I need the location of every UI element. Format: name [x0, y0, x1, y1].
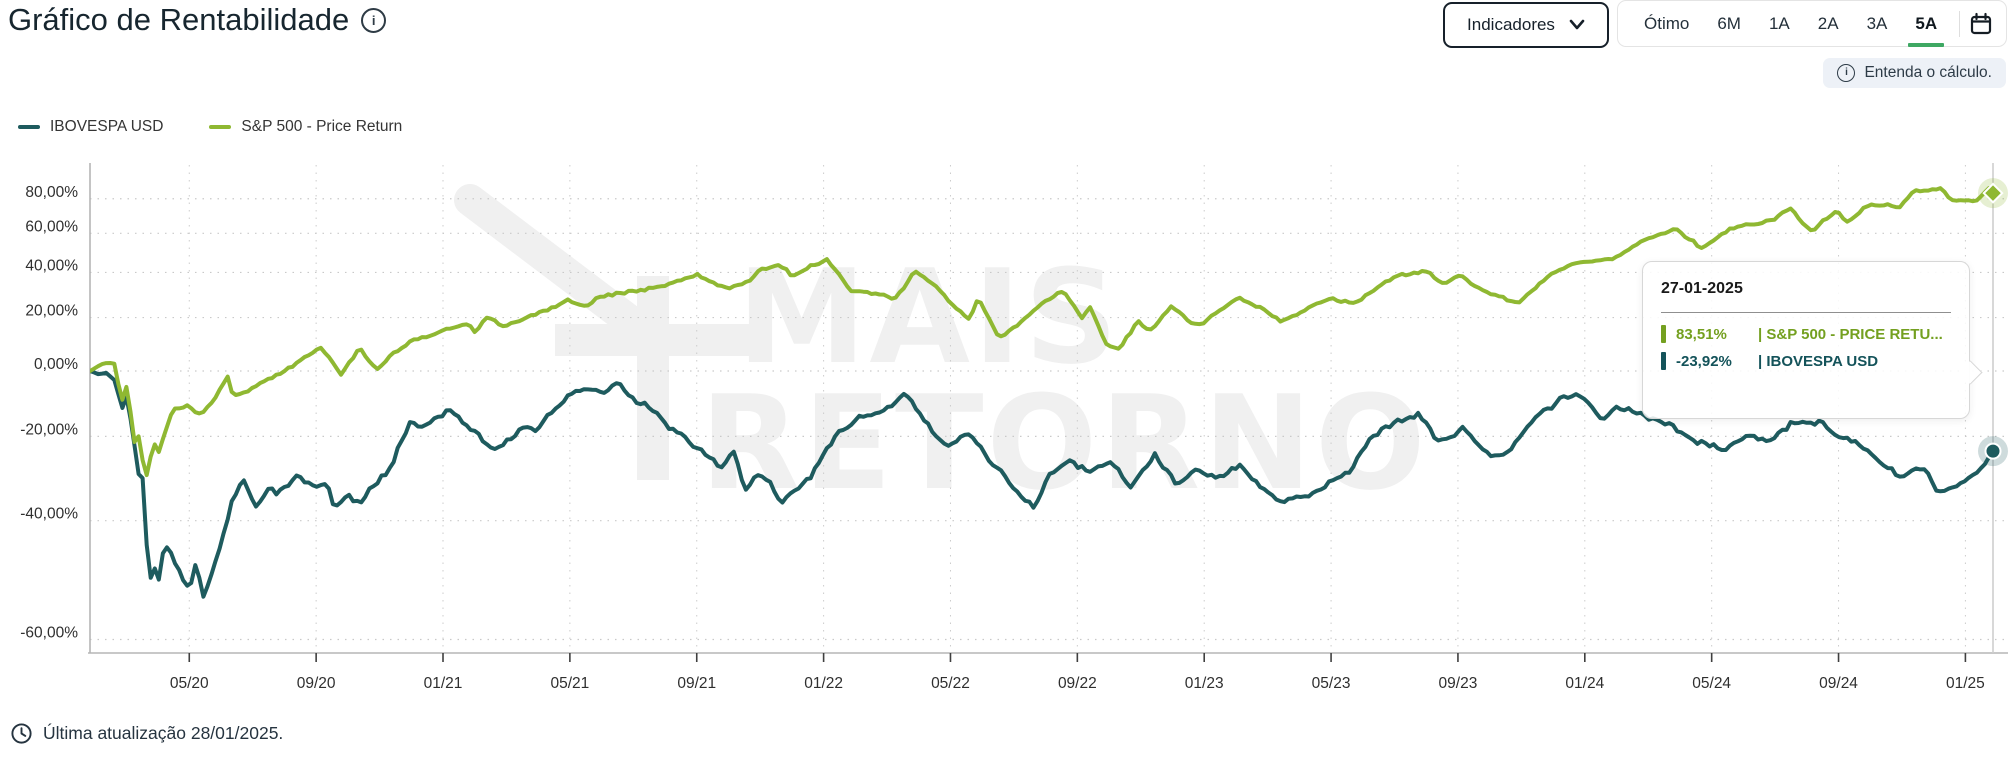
legend-item[interactable]: S&P 500 - Price Return [209, 118, 402, 136]
page-title: Gráfico de Rentabilidade i [8, 2, 387, 38]
chevron-down-icon [1569, 19, 1585, 30]
tooltip-series-name: | IBOVESPA USD [1758, 352, 1879, 370]
tooltip-divider [1661, 312, 1951, 313]
clock-icon [11, 723, 32, 744]
legend-item[interactable]: IBOVESPA USD [18, 118, 163, 136]
legend-swatch [209, 125, 232, 129]
last-update-note: Última atualização 28/01/2025. [10, 722, 283, 745]
legend-label: IBOVESPA USD [50, 118, 164, 135]
x-axis-label: 01/25 [1946, 675, 1985, 692]
series-end-marker [1978, 436, 2008, 467]
x-axis-label: 09/21 [677, 675, 716, 692]
legend-swatch [18, 125, 40, 129]
tooltip-series-value: -23,92% [1676, 352, 1732, 370]
y-axis-label: -60,00% [20, 624, 78, 641]
tooltip-series-swatch [1661, 325, 1666, 343]
range-option-6m[interactable]: 6M [1717, 13, 1741, 33]
range-divider [1959, 10, 1961, 37]
x-axis-label: 05/22 [931, 675, 970, 692]
calendar-icon [1971, 12, 1992, 34]
x-axis-label: 05/21 [550, 675, 589, 692]
x-axis-label: 09/23 [1439, 675, 1478, 692]
y-axis-label: -20,00% [20, 421, 78, 438]
series-line-s-p-500-price-return [90, 186, 1995, 478]
info-icon: i [1837, 64, 1856, 82]
range-selector: Ótimo 6M 1A 2A 3A 5A [1617, 0, 2007, 47]
x-axis-label: 05/24 [1692, 675, 1731, 692]
range-option-2a[interactable]: 2A [1817, 13, 1839, 33]
chart-area[interactable]: MAIS RETORNO 80,00% 60,00% 40,00% 20,00% 0,00%… [0, 148, 2014, 710]
x-axis-label: 05/20 [170, 675, 209, 692]
x-axis-label: 01/23 [1185, 675, 1224, 692]
tooltip-series-name: | S&P 500 - PRICE RETU... [1758, 325, 1943, 343]
range-option-1a[interactable]: 1A [1768, 13, 1790, 33]
x-axis-label: 01/21 [424, 675, 463, 692]
tooltip-rows: 83,51% | S&P 500 - PRICE RETU... -23,92% | … [1661, 325, 1951, 370]
y-axis-label: 40,00% [25, 257, 78, 274]
x-axis-label: 05/23 [1312, 675, 1351, 692]
tooltip-series-value: 83,51% [1676, 325, 1727, 343]
x-axis-label: 09/22 [1058, 675, 1097, 692]
x-axis-label: 01/22 [804, 675, 843, 692]
y-axis-label: -40,00% [20, 506, 78, 523]
tooltip-date: 27-01-2025 [1661, 280, 1743, 297]
x-axis-label: 01/24 [1565, 675, 1604, 692]
y-axis-label: 60,00% [25, 218, 78, 235]
series-end-marker [1978, 178, 2008, 209]
x-axis-label: 09/24 [1819, 675, 1858, 692]
series-line-ibovespa-usd [90, 369, 1995, 599]
y-axis-label: 0,00% [34, 356, 78, 373]
indicadores-dropdown-button[interactable]: Indicadores [1443, 2, 1609, 48]
range-option-ótimo[interactable]: Ótimo [1644, 13, 1690, 33]
tooltip-row: 83,51% | S&P 500 - PRICE RETU... [1661, 325, 1951, 343]
y-axis-label: 20,00% [25, 303, 78, 320]
range-option-5a[interactable]: 5A [1901, 1, 1951, 46]
title-info-icon[interactable]: i [361, 7, 387, 33]
understand-calculation-link[interactable]: i Entenda o cálculo. [1823, 58, 2006, 88]
last-update-text: Última atualização 28/01/2025. [43, 723, 284, 743]
page-title-text: Gráfico de Rentabilidade [8, 2, 350, 37]
watermark-line-1: MAIS [737, 241, 1121, 393]
legend-label: S&P 500 - Price Return [241, 118, 403, 135]
chart-tooltip: 27-01-2025 83,51% | S&P 500 - PRICE RETU.… [1642, 261, 1983, 419]
y-axis-label: 80,00% [25, 184, 78, 201]
calendar-button[interactable] [1968, 7, 1994, 41]
tooltip-series-swatch [1661, 352, 1666, 370]
watermark-line-2: RETORNO [700, 367, 1429, 519]
chart-legend: IBOVESPA USD S&P 500 - Price Return [18, 118, 402, 136]
understand-calculation-label: Entenda o cálculo. [1864, 64, 1992, 81]
tooltip-row: -23,92% | IBOVESPA USD [1661, 352, 1951, 370]
axes: 80,00% 60,00% 40,00% 20,00% 0,00% -20,00% -40,… [20, 163, 2008, 692]
indicadores-label: Indicadores [1467, 15, 1555, 34]
range-option-3a[interactable]: 3A [1866, 13, 1888, 33]
x-axis-label: 09/20 [297, 675, 336, 692]
